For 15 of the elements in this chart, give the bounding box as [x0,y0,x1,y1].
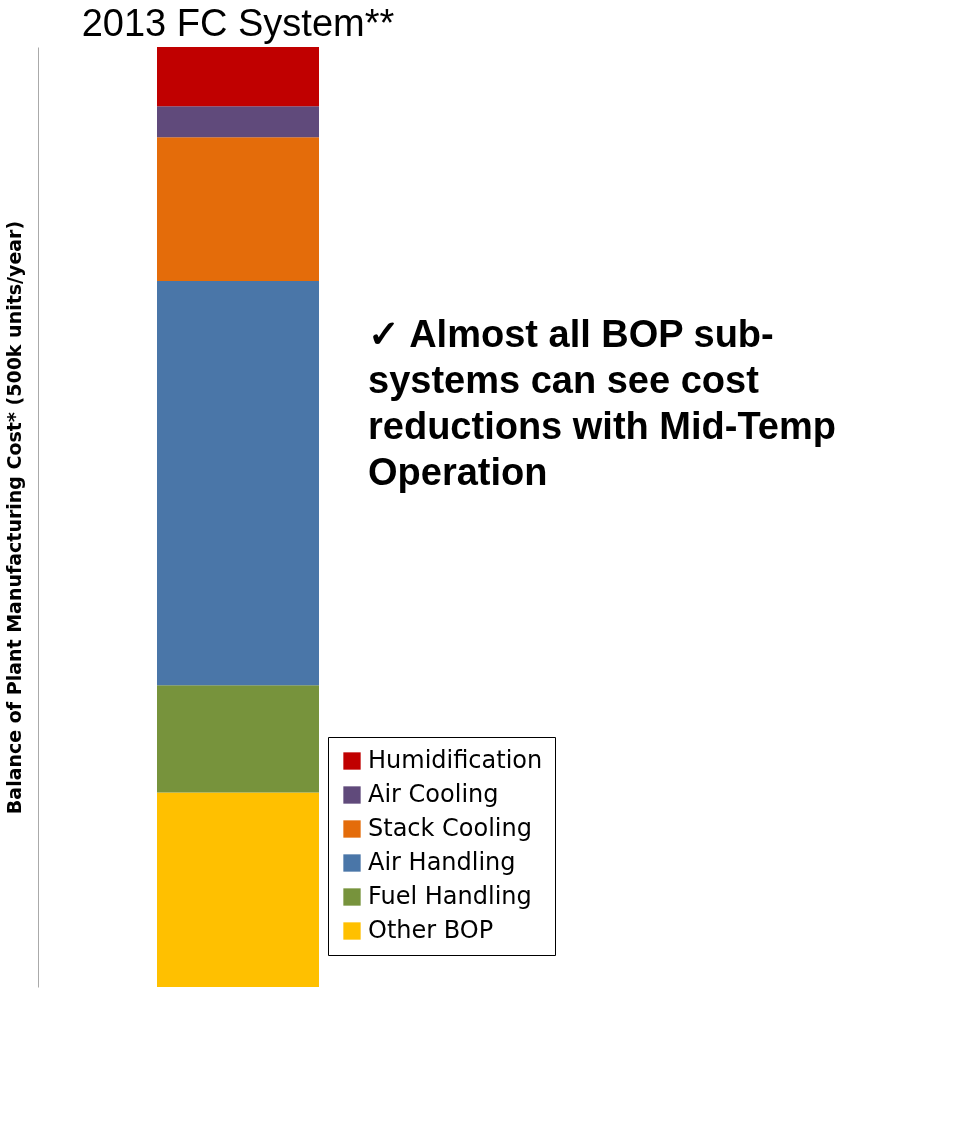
bar [157,106,319,138]
bar [157,685,319,793]
legend-label: Other BOP [368,916,494,944]
legend-label: Stack Cooling [368,814,532,842]
bar [157,47,319,107]
bar [157,137,319,282]
legend-label: Air Cooling [368,780,499,808]
text: ✓ Almost all BOP sub- systems can see cost reductions with Mid-Temp Operation [368,313,836,493]
legend-label: Fuel Handling [368,882,532,910]
y-axis-title: Balance of Plant Manufacturing Cost* (500k units/year) [2,220,25,815]
legend-label: Air Handling [368,848,516,876]
bar [157,281,319,686]
bar [157,792,319,987]
legend-label: Humidification [368,746,543,774]
x-tick-label: 2013 FC System** [81,1,395,44]
